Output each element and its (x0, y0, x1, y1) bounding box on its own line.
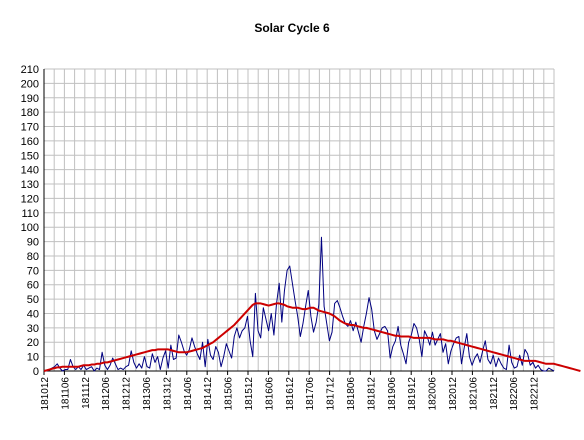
y-tick-label: 200 (21, 78, 39, 90)
smoothed-series-line (43, 302, 581, 372)
y-tick-label: 170 (21, 122, 39, 134)
x-tick-label: 181512 (244, 377, 255, 411)
y-tick-label: 120 (21, 193, 39, 205)
x-tick-label: 181412 (203, 377, 214, 411)
x-tick-label: 182206 (509, 377, 520, 411)
y-tick-label: 20 (27, 337, 39, 349)
x-tick-label: 181012 (40, 377, 51, 411)
x-tick-label: 181206 (101, 377, 112, 411)
y-tick-label: 60 (27, 280, 39, 292)
tick-labels: 0 10 20 30 40 50 60 70 80 90 100 110 120 130 140 150 160… (21, 64, 541, 410)
y-tick-label: 80 (27, 251, 39, 263)
x-tick-label: 181306 (142, 377, 153, 411)
y-tick-label: 130 (21, 179, 39, 191)
y-tick-label: 40 (27, 308, 39, 320)
y-tick-label: 0 (33, 366, 39, 378)
x-tick-label: 181612 (285, 377, 296, 411)
series (43, 236, 581, 372)
x-tick-label: 181106 (60, 377, 71, 410)
x-tick-label: 182112 (489, 377, 500, 410)
y-tick-label: 140 (21, 165, 39, 177)
y-tick-label: 150 (21, 150, 39, 162)
y-tick-label: 50 (27, 294, 39, 306)
x-tick-label: 181312 (162, 377, 173, 411)
x-tick-label: 181112 (81, 377, 92, 409)
x-tick-label: 182006 (428, 377, 439, 411)
axes (43, 69, 554, 375)
x-tick-label: 181906 (387, 377, 398, 411)
x-tick-label: 181806 (346, 377, 357, 411)
x-tick-label: 182212 (530, 377, 541, 411)
x-tick-label: 181606 (264, 377, 275, 411)
x-tick-label: 181406 (183, 377, 194, 411)
x-tick-label: 182106 (468, 377, 479, 411)
x-tick-label: 181706 (305, 377, 316, 411)
y-tick-label: 160 (21, 136, 39, 148)
x-tick-label: 181506 (224, 377, 235, 411)
y-tick-label: 190 (21, 93, 39, 105)
y-tick-label: 180 (21, 107, 39, 119)
x-tick-label: 181812 (366, 377, 377, 411)
y-tick-label: 30 (27, 323, 39, 335)
monthly-series-line (44, 236, 555, 372)
x-tick-label: 181212 (122, 377, 133, 411)
x-tick-label: 182012 (448, 377, 459, 411)
chart-title: Solar Cycle 6 (254, 21, 330, 35)
grid (43, 68, 555, 372)
y-tick-label: 70 (27, 265, 39, 277)
x-tick-label: 181712 (326, 377, 337, 411)
y-tick-label: 110 (21, 208, 39, 220)
y-tick-label: 90 (27, 237, 39, 249)
y-tick-label: 210 (21, 64, 39, 76)
x-tick-label: 181912 (407, 377, 418, 411)
y-tick-label: 100 (21, 222, 39, 234)
y-tick-label: 10 (27, 352, 39, 364)
